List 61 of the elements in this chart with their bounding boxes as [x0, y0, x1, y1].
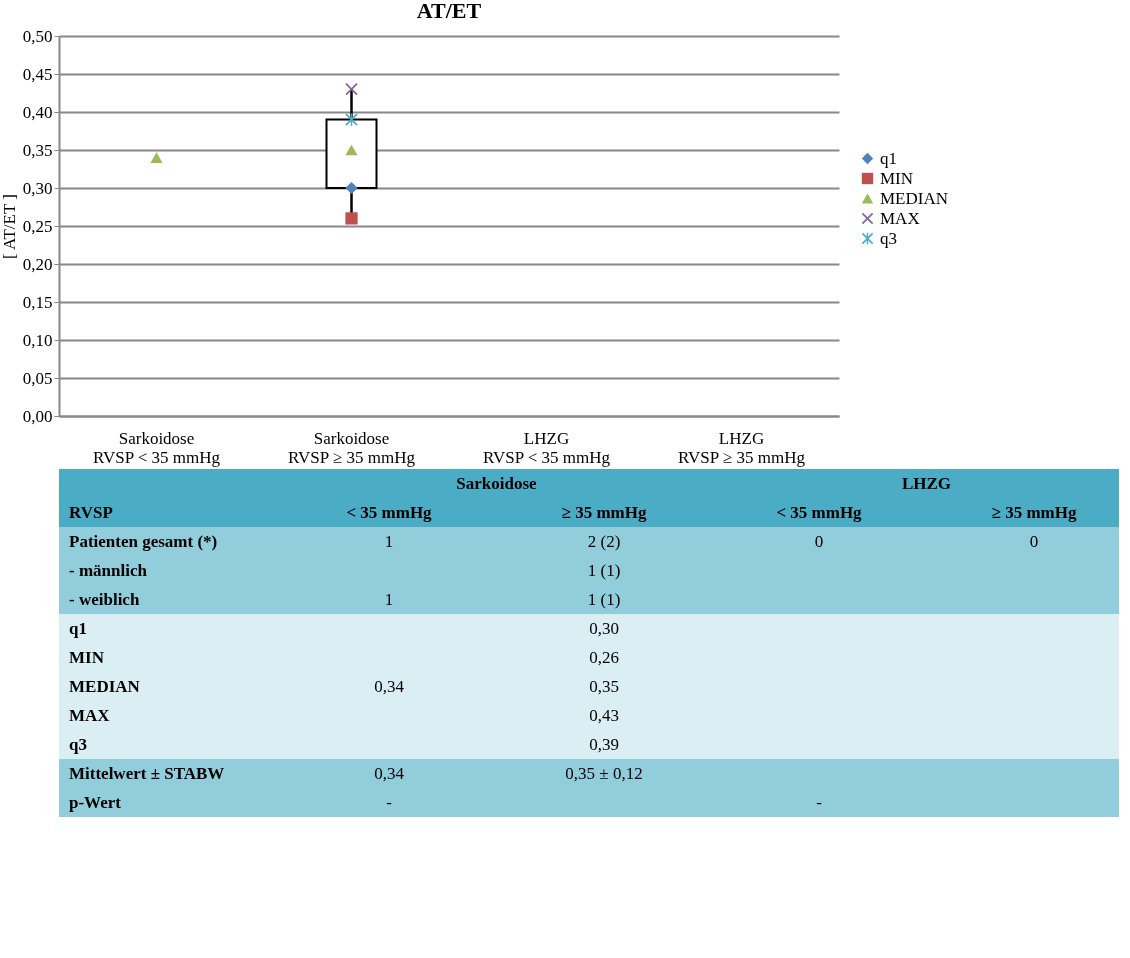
point	[345, 212, 358, 225]
y-tick-label: 0,00	[22, 406, 53, 426]
category-label: - weiblich	[69, 589, 140, 609]
text: 0,35	[589, 676, 619, 696]
category-label: ≥ 35 mmHg	[991, 502, 1077, 522]
text: 0,43	[589, 705, 619, 725]
text: 1 (1)	[587, 560, 621, 580]
y-tick-label: 0,50	[22, 26, 53, 46]
text: 0	[814, 531, 824, 551]
text: 0	[1029, 531, 1039, 551]
y-axis-title: [ AT/ET ]	[0, 194, 19, 259]
y-tick-label: 0,40	[22, 102, 53, 122]
category-label: < 35 mmHg	[776, 502, 863, 522]
point	[150, 152, 163, 163]
category-label: MEDIAN	[69, 676, 140, 696]
y-tick-label: 0,35	[22, 140, 53, 160]
text: Sarkoidose	[456, 473, 538, 493]
category-label: - männlich	[69, 560, 147, 580]
category-label: q1	[69, 618, 87, 638]
point	[345, 113, 358, 126]
category-label: RVSP	[69, 502, 113, 522]
point	[345, 144, 358, 156]
x-tick-label: LHZG RVSP < 35 mmHg	[482, 428, 611, 467]
text: 1	[384, 531, 394, 551]
text: 1	[384, 589, 394, 609]
legend-label: MIN	[880, 168, 914, 188]
text: 0,34	[374, 763, 404, 783]
category-label: < 35 mmHg	[346, 502, 433, 522]
category-label: Mittelwert ± STABW	[69, 763, 225, 783]
text: 0,34	[374, 676, 404, 696]
x-tick-label: LHZG RVSP ≥ 35 mmHg	[678, 428, 806, 467]
y-tick-label: 0,30	[22, 178, 53, 198]
text: 0,39	[589, 734, 619, 754]
legend-label: q1	[880, 148, 897, 168]
category-label: MIN	[69, 647, 104, 667]
legend-label: q3	[880, 228, 897, 248]
text: 0,26	[589, 647, 619, 667]
y-tick-label: 0,25	[22, 216, 53, 236]
category-label: ≥ 35 mmHg	[561, 502, 647, 522]
category-label: p-Wert	[69, 792, 121, 812]
category-label: Patienten gesamt (*)	[69, 531, 218, 551]
text: -	[816, 792, 822, 812]
y-tick-label: 0,10	[22, 330, 53, 350]
y-tick-label: 0,45	[22, 64, 53, 84]
y-tick-label: 0,05	[22, 368, 53, 388]
y-tick-label: 0,20	[22, 254, 53, 274]
point	[345, 181, 358, 195]
text: 0,35 ± 0,12	[565, 763, 643, 783]
x-tick-label: Sarkoidose RVSP ≥ 35 mmHg	[288, 428, 416, 467]
text: 2 (2)	[587, 531, 621, 551]
y-tick-label: 0,15	[22, 292, 53, 312]
chart-title: AT/ET	[416, 0, 482, 23]
text: LHZG	[901, 473, 952, 493]
text: -	[386, 792, 392, 812]
category-label: MAX	[69, 705, 110, 725]
x-tick-label: Sarkoidose RVSP < 35 mmHg	[92, 428, 221, 467]
text: 0,30	[589, 618, 619, 638]
category-label: q3	[69, 734, 87, 754]
legend-label: MAX	[880, 208, 920, 228]
legend-label: MEDIAN	[880, 188, 948, 208]
text: 1 (1)	[587, 589, 621, 609]
